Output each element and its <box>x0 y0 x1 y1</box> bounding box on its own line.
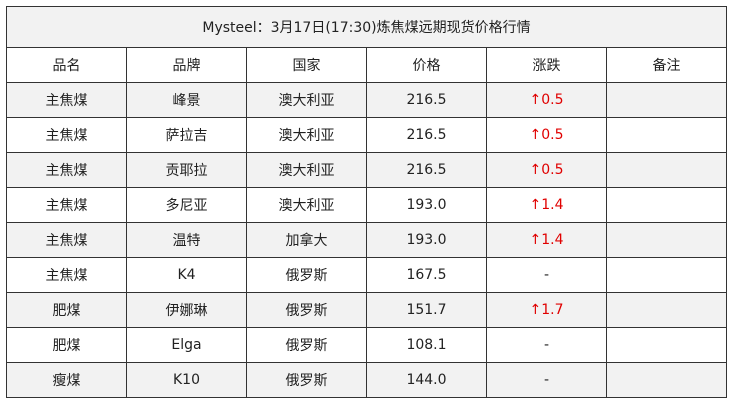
table-row: 主焦煤 贡耶拉 澳大利亚 216.5 ↑0.5 <box>6 152 727 188</box>
cell-price: 216.5 <box>366 82 487 118</box>
cell-name: 主焦煤 <box>6 152 127 188</box>
cell-change: - <box>486 362 607 398</box>
cell-brand: 萨拉吉 <box>126 117 247 153</box>
cell-name: 主焦煤 <box>6 82 127 118</box>
cell-change: ↑1.7 <box>486 292 607 328</box>
cell-country: 加拿大 <box>246 222 367 258</box>
table-row: 主焦煤 K4 俄罗斯 167.5- <box>6 257 727 293</box>
cell-note <box>606 327 727 363</box>
cell-brand: 温特 <box>126 222 247 258</box>
cell-change: ↑0.5 <box>486 117 607 153</box>
cell-price: 151.7 <box>366 292 487 328</box>
cell-name: 主焦煤 <box>6 257 127 293</box>
header-country: 国家 <box>246 47 367 83</box>
cell-note <box>606 292 727 328</box>
cell-name: 主焦煤 <box>6 187 127 223</box>
header-brand: 品牌 <box>126 47 247 83</box>
cell-note <box>606 222 727 258</box>
table-row: 主焦煤 萨拉吉 澳大利亚 216.5 ↑0.5 <box>6 117 727 153</box>
cell-price: 108.1 <box>366 327 487 363</box>
cell-price: 216.5 <box>366 152 487 188</box>
cell-change: - <box>486 327 607 363</box>
table-row: 主焦煤 多尼亚 澳大利亚 193.0 ↑1.4 <box>6 187 727 223</box>
cell-country: 俄罗斯 <box>246 257 367 293</box>
cell-note <box>606 82 727 118</box>
table-row: 肥煤 伊娜琳 俄罗斯 151.7 ↑1.7 <box>6 292 727 328</box>
table-row: 主焦煤 温特 加拿大 193.0 ↑1.4 <box>6 222 727 258</box>
cell-change: ↑1.4 <box>486 222 607 258</box>
cell-country: 俄罗斯 <box>246 292 367 328</box>
cell-name: 主焦煤 <box>6 117 127 153</box>
cell-brand: Elga <box>126 327 247 363</box>
cell-change: - <box>486 257 607 293</box>
cell-brand: 峰景 <box>126 82 247 118</box>
header-name: 品名 <box>6 47 127 83</box>
cell-country: 澳大利亚 <box>246 187 367 223</box>
cell-note <box>606 187 727 223</box>
table-row: 主焦煤 峰景 澳大利亚 216.5 ↑0.5 <box>6 82 727 118</box>
cell-price: 144.0 <box>366 362 487 398</box>
cell-country: 俄罗斯 <box>246 327 367 363</box>
cell-note <box>606 362 727 398</box>
cell-price: 167.5 <box>366 257 487 293</box>
cell-change: ↑0.5 <box>486 152 607 188</box>
header-note: 备注 <box>606 47 727 83</box>
cell-brand: 伊娜琳 <box>126 292 247 328</box>
header-change: 涨跌 <box>486 47 607 83</box>
table-row: 肥煤 Elga 俄罗斯 108.1- <box>6 327 727 363</box>
cell-country: 俄罗斯 <box>246 362 367 398</box>
table-row: 瘦煤 K10 俄罗斯 144.0- <box>6 362 727 398</box>
title-row: Mysteel：3月17日(17:30)炼焦煤远期现货价格行情 <box>6 6 727 48</box>
header-row: 品名 品牌 国家 价格 涨跌 备注 <box>6 47 727 83</box>
cell-change: ↑1.4 <box>486 187 607 223</box>
cell-name: 瘦煤 <box>6 362 127 398</box>
cell-country: 澳大利亚 <box>246 82 367 118</box>
header-price: 价格 <box>366 47 487 83</box>
cell-note <box>606 152 727 188</box>
price-table: Mysteel：3月17日(17:30)炼焦煤远期现货价格行情 品名 品牌 国家… <box>6 6 727 398</box>
cell-brand: 多尼亚 <box>126 187 247 223</box>
table-title: Mysteel：3月17日(17:30)炼焦煤远期现货价格行情 <box>6 6 727 48</box>
cell-brand: 贡耶拉 <box>126 152 247 188</box>
cell-brand: K4 <box>126 257 247 293</box>
cell-price: 193.0 <box>366 222 487 258</box>
cell-brand: K10 <box>126 362 247 398</box>
cell-name: 肥煤 <box>6 327 127 363</box>
cell-note <box>606 117 727 153</box>
cell-name: 主焦煤 <box>6 222 127 258</box>
cell-change: ↑0.5 <box>486 82 607 118</box>
cell-name: 肥煤 <box>6 292 127 328</box>
cell-price: 216.5 <box>366 117 487 153</box>
cell-note <box>606 257 727 293</box>
cell-country: 澳大利亚 <box>246 117 367 153</box>
cell-price: 193.0 <box>366 187 487 223</box>
cell-country: 澳大利亚 <box>246 152 367 188</box>
